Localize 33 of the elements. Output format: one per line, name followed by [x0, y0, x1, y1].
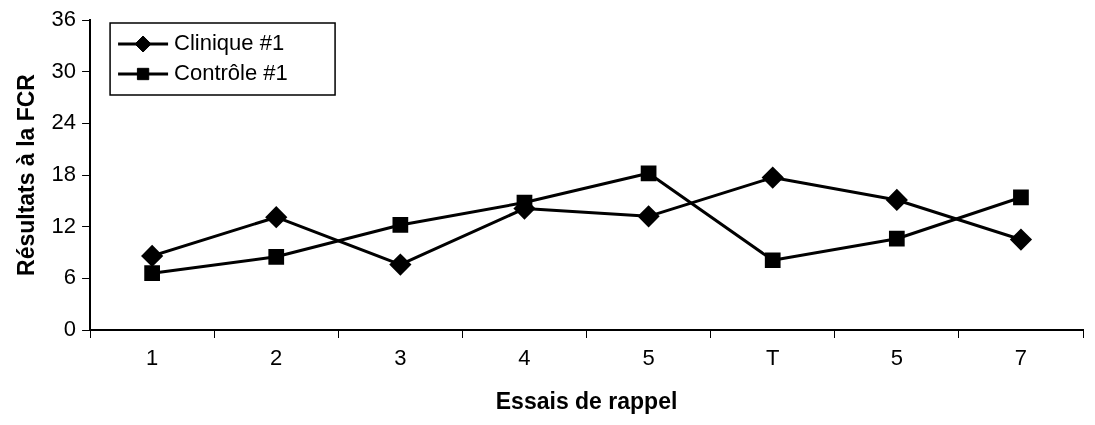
y-tick-label: 30 — [51, 57, 77, 83]
x-tick-label: T — [765, 345, 780, 371]
point — [886, 189, 908, 211]
y-tick-label: 6 — [63, 264, 77, 290]
y-tick-label: 36 — [51, 6, 77, 32]
y-tick-label: 18 — [51, 161, 77, 187]
y-tick-label: 24 — [51, 109, 77, 135]
x-tick-label: 1 — [146, 345, 159, 371]
point — [392, 217, 409, 233]
point — [640, 165, 657, 182]
x-tick-label: 4 — [518, 345, 531, 371]
point — [1013, 189, 1029, 206]
x-tick-label: 5 — [642, 345, 655, 371]
point — [265, 206, 287, 228]
point — [638, 205, 660, 227]
point — [144, 265, 160, 282]
y-tick-label: 0 — [63, 316, 77, 342]
x-tick-label: 5 — [890, 345, 903, 371]
point — [389, 254, 411, 276]
y-axis-title: Résultats à la FCR — [13, 73, 40, 276]
point — [764, 252, 781, 269]
x-axis-title: Essais de rappel — [495, 387, 678, 414]
point — [141, 245, 163, 267]
point — [888, 230, 905, 247]
x-tick-label: 3 — [394, 345, 407, 371]
point — [762, 167, 784, 189]
legend-label: Clinique #1 — [174, 30, 285, 56]
point — [268, 248, 285, 265]
point — [1010, 229, 1032, 251]
x-tick-label: 2 — [270, 345, 283, 371]
y-tick-label: 12 — [51, 212, 77, 238]
x-tick-label: 7 — [1014, 345, 1028, 371]
legend-label: Contrôle #1 — [174, 60, 288, 86]
